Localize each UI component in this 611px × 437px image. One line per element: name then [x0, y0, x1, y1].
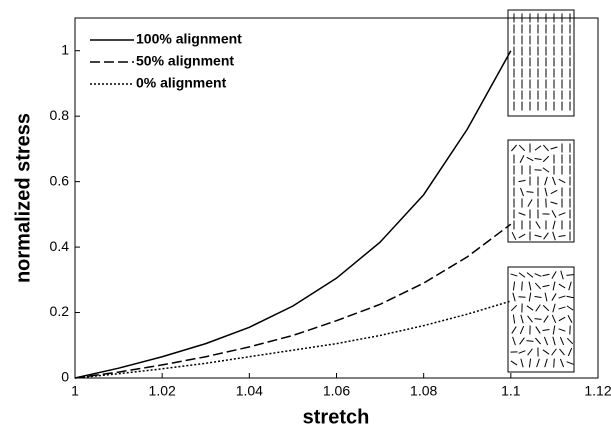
- x-tick-label: 1.06: [323, 383, 350, 399]
- y-axis-label: normalized stress: [12, 113, 34, 283]
- legend-label: 0% alignment: [136, 75, 227, 91]
- y-tick-label: 1: [61, 41, 69, 57]
- inset-fiber: [554, 359, 555, 368]
- y-tick-label: 0.2: [50, 303, 70, 319]
- y-tick-label: 0.4: [50, 238, 70, 254]
- inset-fiber: [527, 192, 534, 193]
- y-tick-label: 0: [61, 369, 69, 385]
- x-tick-label: 1.12: [584, 383, 611, 399]
- series-line: [75, 224, 511, 378]
- x-tick-label: 1.1: [501, 383, 521, 399]
- inset-fiber: [522, 282, 523, 291]
- x-tick-label: 1: [71, 383, 79, 399]
- series-line: [75, 301, 511, 378]
- x-tick-label: 1.08: [410, 383, 437, 399]
- x-tick-label: 1.02: [149, 383, 176, 399]
- inset-fiber: [519, 297, 526, 298]
- inset-fiber: [535, 170, 542, 171]
- x-axis-label: stretch: [303, 406, 370, 428]
- inset-fiber: [567, 275, 574, 276]
- y-tick-label: 0.8: [50, 107, 70, 123]
- legend-label: 100% alignment: [136, 31, 242, 47]
- legend-label: 50% alignment: [136, 53, 234, 69]
- y-tick-label: 0.6: [50, 172, 70, 188]
- inset-frame: [508, 140, 574, 242]
- series-line: [75, 51, 511, 378]
- inset-frame: [508, 10, 574, 116]
- inset-images: [508, 10, 574, 372]
- x-tick-label: 1.04: [236, 383, 263, 399]
